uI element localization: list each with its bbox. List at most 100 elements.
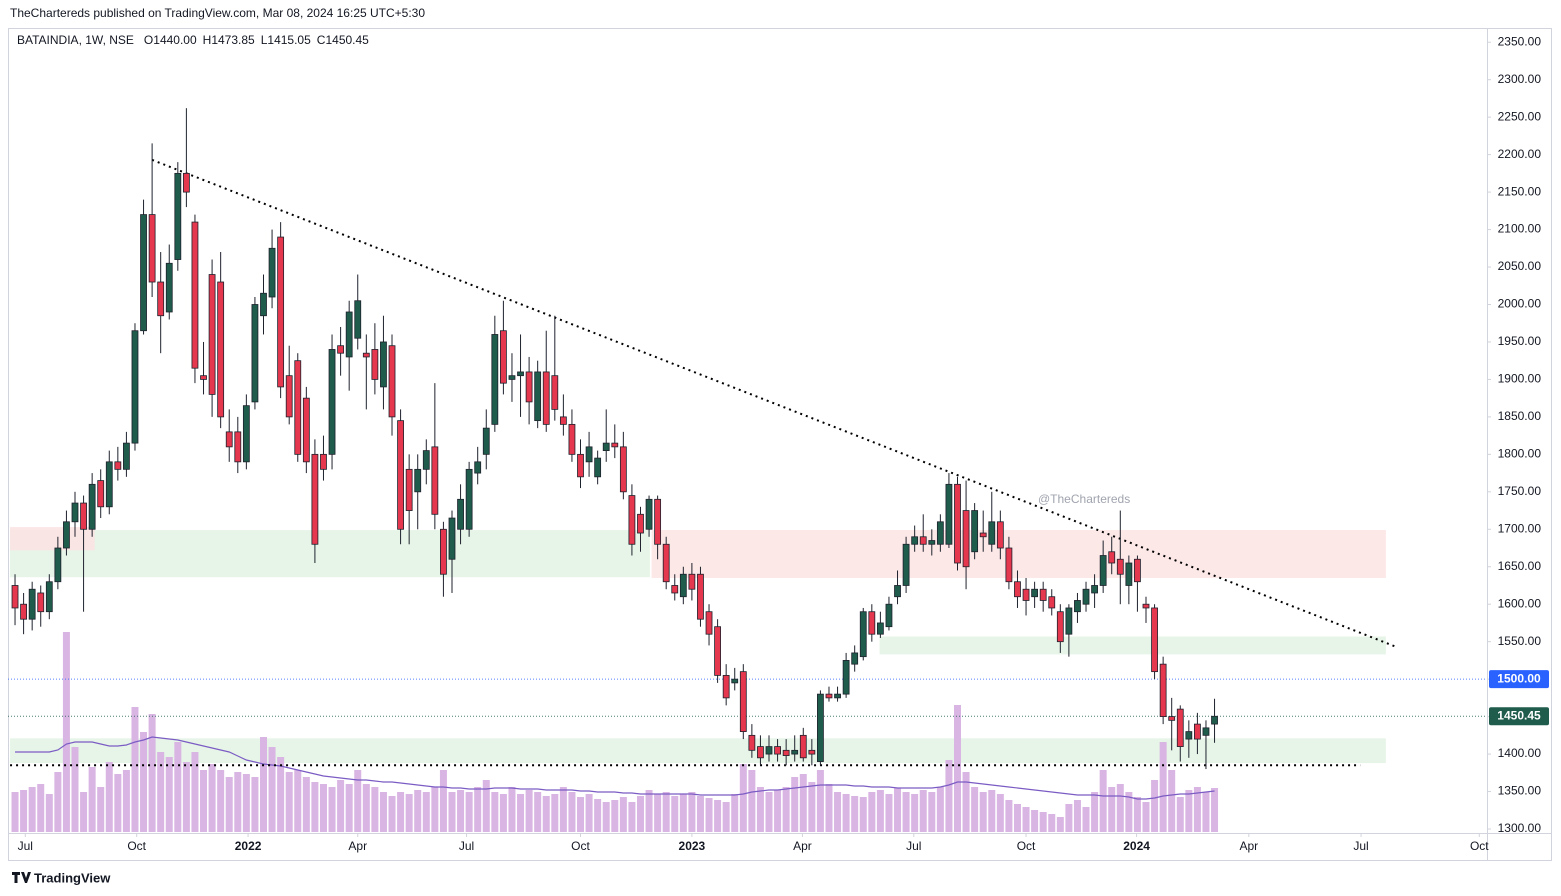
volume-bar — [834, 792, 842, 832]
volume-bar — [936, 787, 944, 832]
watermark: @TheChartereds — [1038, 492, 1130, 506]
candle-body — [397, 420, 404, 530]
candle-body — [354, 300, 362, 339]
x-tick-label: 2022 — [235, 839, 262, 853]
volume-bar — [337, 780, 345, 832]
volume — [11, 632, 1219, 832]
volume-bar — [559, 787, 567, 832]
volume-bar — [354, 770, 362, 832]
price-tag-label: 1450.45 — [1497, 708, 1541, 722]
volume-bar — [902, 792, 910, 832]
candle-body — [688, 573, 696, 590]
candle-body — [525, 371, 533, 403]
candle-body — [499, 330, 507, 384]
candle-body — [679, 573, 687, 598]
candle-body — [954, 483, 961, 564]
candle-body — [928, 540, 936, 545]
candle-body — [414, 468, 422, 493]
legend: BATAINDIA, 1W, NSE O1440.00 H1473.85 L1415.… — [17, 33, 369, 47]
volume-bar — [457, 790, 465, 832]
candle-body — [619, 446, 627, 493]
volume-bar — [11, 792, 19, 832]
candle-body — [1056, 611, 1064, 643]
candle-body — [97, 480, 105, 508]
volume-bar — [482, 780, 490, 832]
candle-body — [1185, 731, 1193, 740]
volume-bar — [1082, 807, 1090, 832]
candle-body — [260, 292, 267, 317]
y-tick-label: 1950.00 — [1498, 334, 1542, 348]
volume-bar — [200, 770, 208, 832]
volume-bar — [894, 788, 902, 832]
volume-bar — [876, 790, 884, 832]
x-tick-label: Jul — [18, 839, 33, 853]
candle-body — [808, 749, 816, 755]
volume-bar — [114, 774, 122, 832]
candle-body — [577, 453, 584, 478]
volume-bar — [414, 790, 422, 832]
candle-body — [542, 371, 550, 425]
x-tick-label: Apr — [793, 839, 812, 853]
volume-bar — [962, 772, 970, 832]
y-tick-label: 2350.00 — [1498, 34, 1542, 48]
volume-bar — [319, 784, 327, 832]
volume-bar — [311, 782, 319, 832]
zone — [10, 527, 95, 551]
candle-body — [817, 693, 824, 762]
volume-bar — [362, 784, 370, 832]
y-tick-label: 1400.00 — [1498, 746, 1542, 760]
candle-body — [37, 592, 45, 613]
candle-body — [551, 375, 559, 410]
volume-bar — [799, 774, 807, 832]
volume-bar — [191, 752, 199, 832]
volume-bar — [619, 797, 627, 832]
volume-bar — [388, 796, 396, 832]
candle-body — [251, 304, 259, 403]
candle-body — [748, 734, 756, 751]
candle-body — [1048, 596, 1056, 609]
candle-body — [697, 573, 704, 620]
candle-body — [54, 547, 62, 583]
candle-body — [594, 457, 602, 478]
candle-body — [1194, 723, 1201, 740]
volume-bar — [1039, 812, 1047, 832]
volume-bar — [714, 800, 722, 832]
volume-bar — [696, 796, 704, 832]
volume-bar — [1168, 770, 1176, 832]
volume-bar — [225, 777, 233, 832]
frame — [8, 28, 1552, 861]
candle-body — [1099, 555, 1107, 586]
candle-body — [328, 349, 336, 455]
zone — [651, 530, 1386, 578]
legend-value: 1440.00 — [153, 33, 197, 47]
volume-bar — [534, 792, 542, 832]
candle-body — [791, 749, 799, 755]
candle-body — [242, 405, 250, 463]
volume-bar — [1193, 787, 1201, 832]
candle-body — [671, 585, 679, 594]
price-tag — [1489, 670, 1549, 689]
y-tick-label: 1750.00 — [1498, 484, 1542, 498]
candle-body — [405, 468, 413, 511]
y-tick-label: 1900.00 — [1498, 372, 1542, 386]
volume-bar — [140, 732, 148, 832]
volume-bar — [54, 772, 62, 832]
brand-logo — [12, 872, 31, 883]
volume-bar — [422, 792, 430, 832]
candle-body — [876, 622, 884, 635]
volume-bar — [20, 790, 28, 832]
volume-bar — [808, 782, 816, 832]
candle-body — [448, 517, 456, 560]
candle-body — [962, 510, 970, 568]
y-tick-label: 2050.00 — [1498, 259, 1542, 273]
volume-bar — [379, 792, 387, 832]
candle-body — [1022, 588, 1030, 601]
volume-bar — [774, 790, 782, 832]
volume-bar — [131, 707, 139, 832]
candle-body — [851, 652, 859, 665]
candle-body — [311, 453, 319, 545]
legend-symbol: BATAINDIA, 1W, NSE — [17, 33, 134, 47]
candle-body — [482, 427, 490, 455]
volume-bar — [1116, 784, 1124, 832]
volume-bar — [919, 790, 927, 832]
